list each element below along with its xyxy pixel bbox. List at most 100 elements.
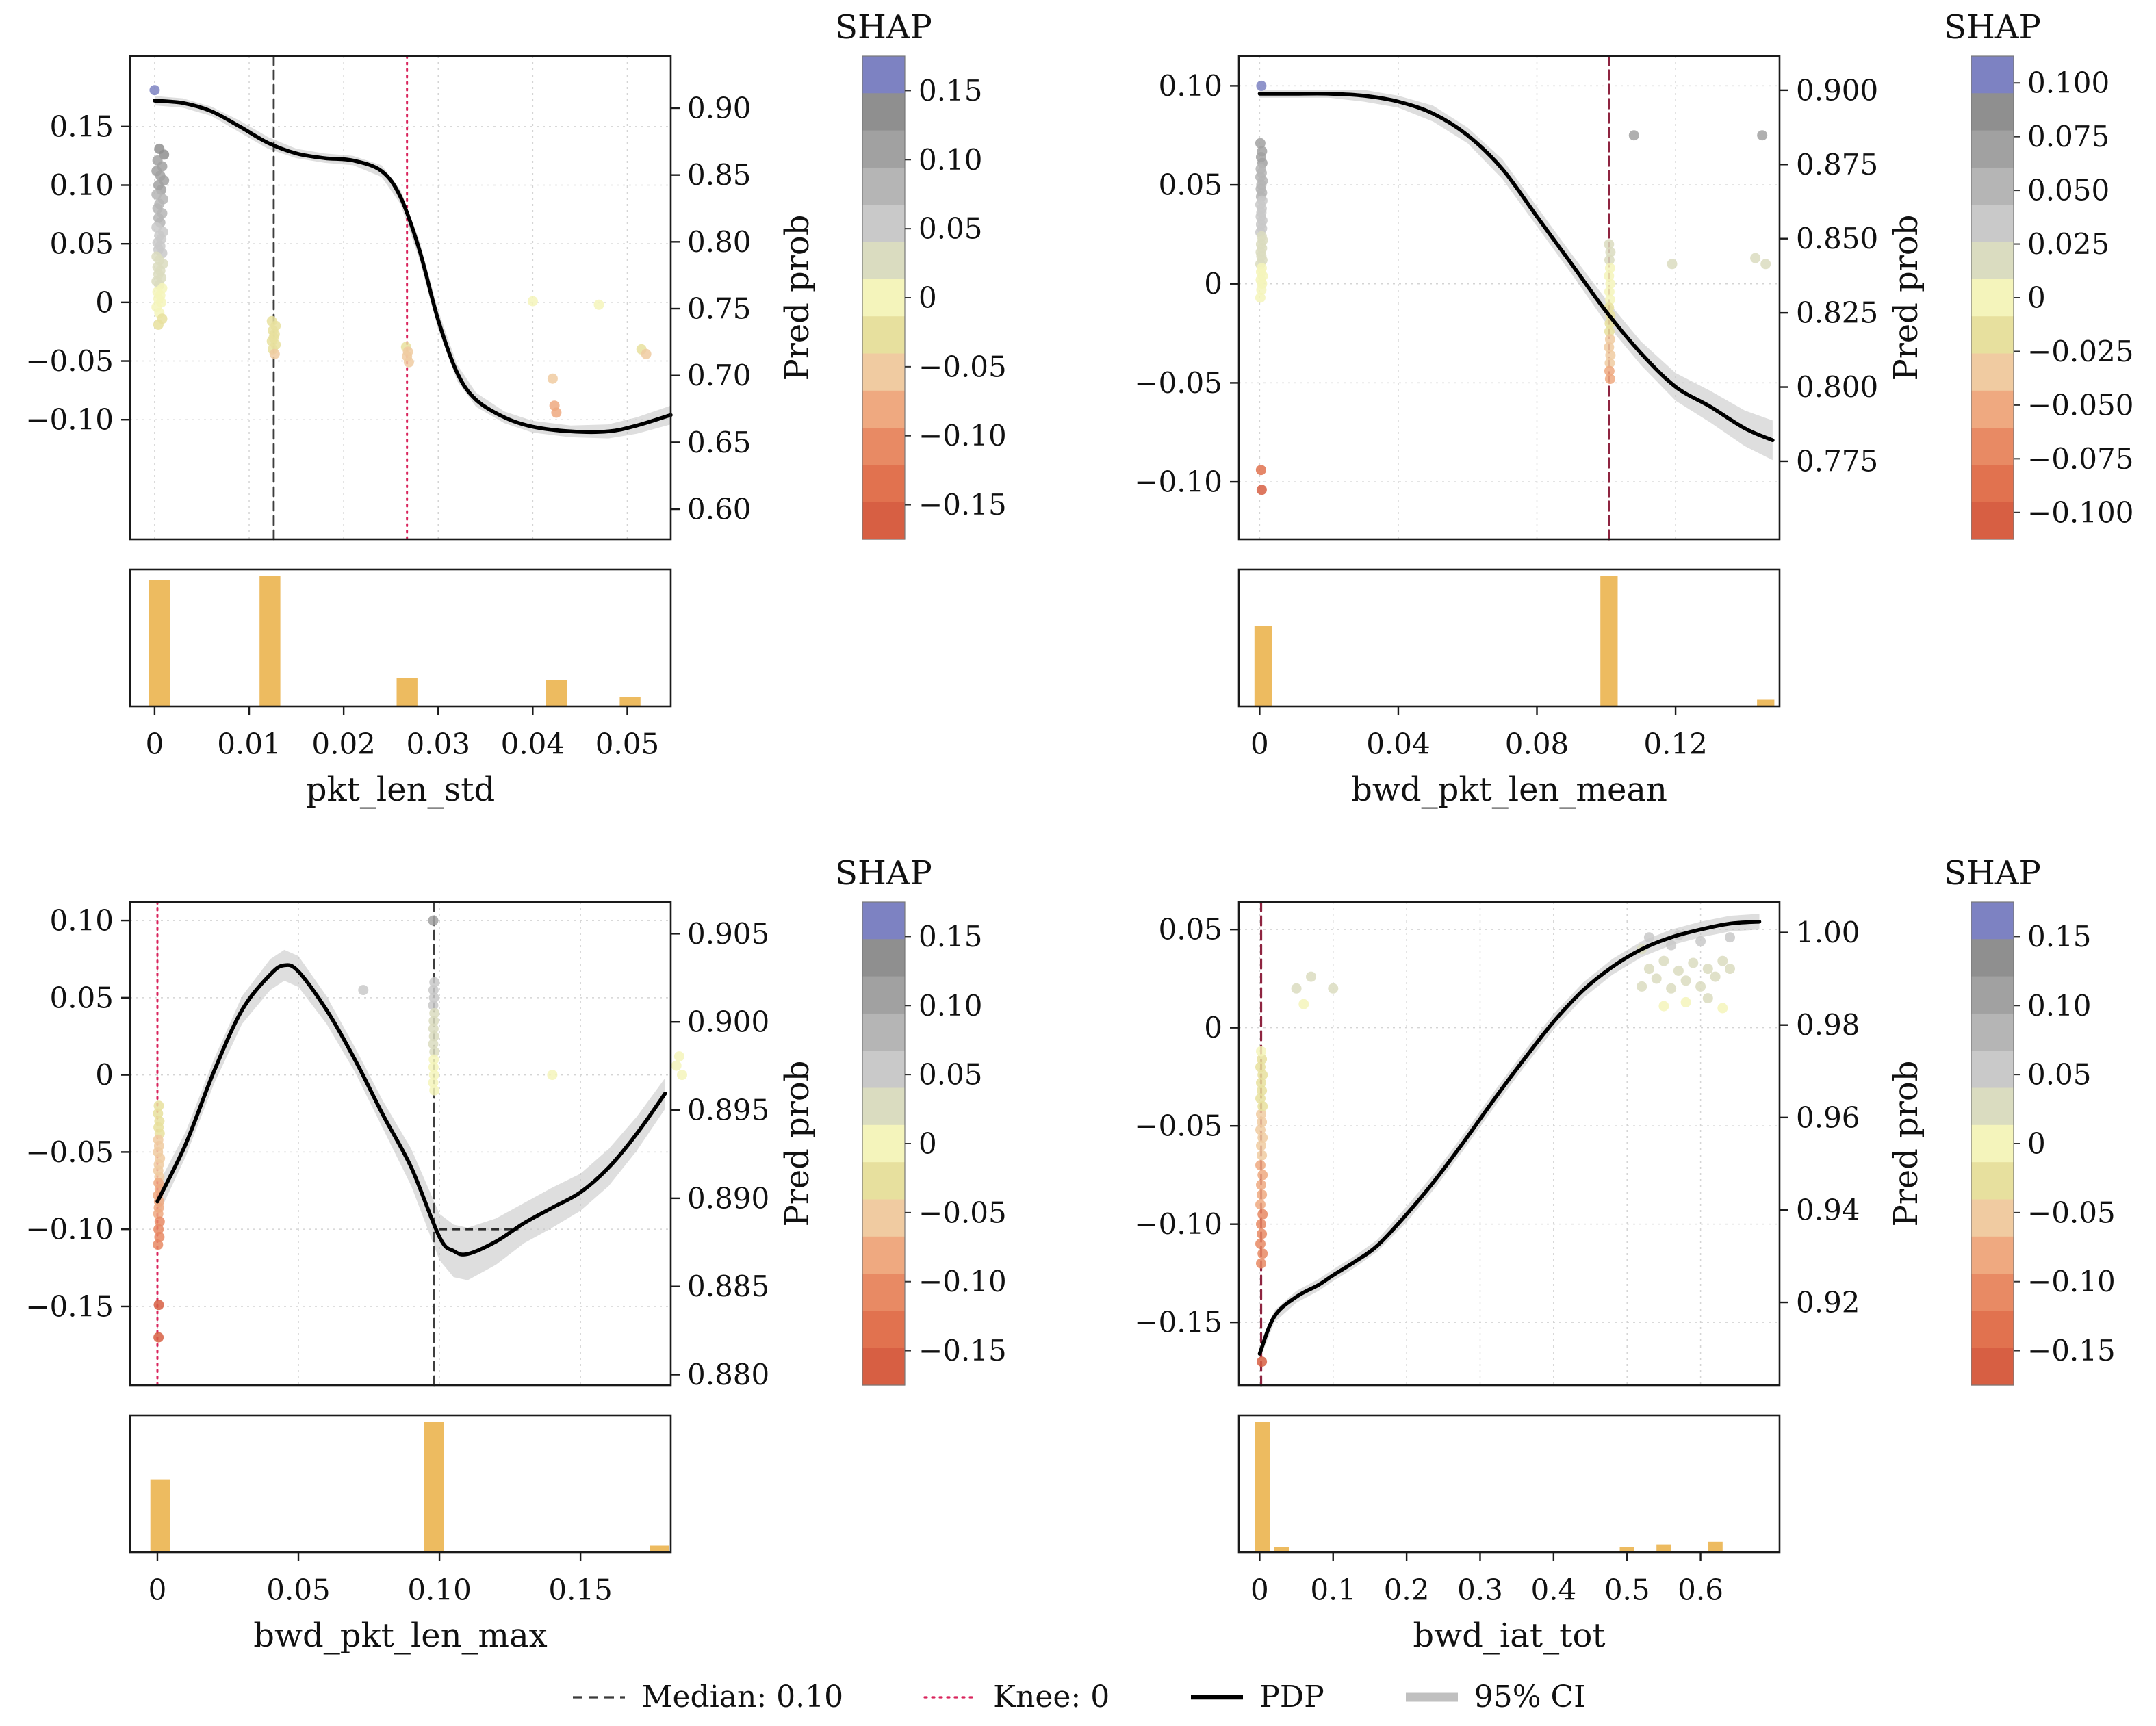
shap-tick-label: 0.15 xyxy=(49,110,114,143)
plot-frame xyxy=(1237,901,1781,1387)
shap-dot xyxy=(1604,255,1615,266)
shap-dot xyxy=(1651,973,1662,984)
colorbar-band xyxy=(1971,1124,2014,1163)
x-tick-label: 0.6 xyxy=(1678,1573,1723,1607)
shap-dot xyxy=(1688,957,1699,968)
panel-top-left: 0.15 0.10 0.05 0 −0.05 −0.10 0.90 0.85 0.80 0.75 0… xyxy=(0,5,1047,854)
shap-dot xyxy=(428,1016,439,1027)
shap-dot xyxy=(428,1023,439,1034)
colorbar-band xyxy=(1971,93,2014,131)
prob-tick-label: 0.90 xyxy=(687,91,752,125)
shap-dot xyxy=(1702,993,1713,1004)
x-tick-label: 0.05 xyxy=(266,1573,331,1607)
shap-dot xyxy=(1702,964,1713,975)
colorbar-band xyxy=(862,1051,905,1089)
shap-dot xyxy=(428,1061,439,1072)
shap-dot xyxy=(1680,975,1691,986)
prob-tick-label: 0.825 xyxy=(1796,296,1878,330)
shap-dot xyxy=(1643,964,1654,975)
colorbar-band xyxy=(862,93,905,131)
shap-dot xyxy=(1604,286,1615,297)
shap-dot xyxy=(673,1051,684,1062)
hist-bar xyxy=(619,697,641,706)
shap-dot xyxy=(641,348,652,359)
shap-dot xyxy=(547,1070,558,1081)
colorbar-band xyxy=(1971,1199,2014,1237)
colorbar-band xyxy=(862,390,905,428)
shap-dot xyxy=(428,1000,439,1011)
hist-bar xyxy=(150,1479,170,1552)
colorbar-tick-label: −0.05 xyxy=(919,350,1007,383)
panel-bottom-left: 0.10 0.05 0 −0.05 −0.10 −0.15 0.905 0.900 0.895 0… xyxy=(0,851,1047,1700)
colorbar-title: SHAP xyxy=(835,8,932,47)
colorbar-band xyxy=(1971,167,2014,205)
panel-bottom-right: 0.05 0 −0.05 −0.10 −0.15 1.00 0.98 0.96 0.94 0.92… xyxy=(1109,851,2156,1700)
colorbar-tick-label: −0.075 xyxy=(2027,442,2133,476)
colorbar-tick-label: 0.075 xyxy=(2027,120,2109,153)
colorbar-tick-label: −0.10 xyxy=(2027,1265,2116,1298)
colorbar-tick-label: 0.05 xyxy=(919,1058,983,1092)
shap-dot xyxy=(547,373,558,384)
shap-dot xyxy=(269,348,280,359)
colorbar-band xyxy=(862,1087,905,1126)
shap-dot xyxy=(1717,1003,1728,1014)
prob-tick-label: 0.60 xyxy=(687,493,752,526)
shap-dot xyxy=(1604,358,1615,368)
prob-tick-label: 0.905 xyxy=(687,917,769,951)
colorbar-band xyxy=(1971,1236,2014,1274)
hist-bar xyxy=(149,580,170,706)
prob-tick-label: 0.94 xyxy=(1796,1193,1860,1226)
x-tick-label: 0 xyxy=(1250,727,1269,761)
colorbar-tick-label: −0.10 xyxy=(919,1265,1007,1298)
colorbar-band xyxy=(1971,902,2014,940)
shap-dot xyxy=(1257,1070,1268,1081)
pdp-line-swatch xyxy=(1191,1695,1244,1699)
prob-tick-label: 0.800 xyxy=(1796,370,1878,404)
x-tick-label: 0.4 xyxy=(1530,1573,1576,1607)
shap-dot xyxy=(1257,1101,1268,1111)
ci-band-swatch xyxy=(1405,1692,1458,1701)
shap-tick-label: −0.05 xyxy=(25,344,114,378)
right-axis-title: Pred prob xyxy=(778,1061,817,1227)
legend-item-knee: Knee: 0 xyxy=(922,1679,1109,1714)
prob-tick-label: 0.92 xyxy=(1796,1286,1860,1319)
shap-dot xyxy=(1604,239,1615,250)
hist-bar xyxy=(396,678,418,706)
x-axis-title: pkt_len_std xyxy=(306,771,495,809)
shap-dot xyxy=(153,319,164,330)
prob-tick-label: 0.65 xyxy=(687,426,752,459)
prob-tick-label: 0.70 xyxy=(687,359,752,392)
chart-bwd_iat_tot: 0.05 0 −0.05 −0.10 −0.15 1.00 0.98 0.96 0.94 0.92… xyxy=(1134,854,2116,1655)
shap-dot xyxy=(428,1077,439,1088)
shap-tick-label: 0 xyxy=(1204,1011,1222,1044)
hist-bar xyxy=(1274,1547,1289,1552)
colorbar-band xyxy=(862,1236,905,1274)
colorbar-tick-label: 0.15 xyxy=(919,74,983,107)
shap-tick-label: −0.10 xyxy=(1134,1207,1222,1241)
colorbar-band xyxy=(1971,1274,2014,1311)
hist-frame xyxy=(129,1414,672,1554)
shap-dot xyxy=(593,299,604,310)
shap-dot xyxy=(1605,279,1616,289)
shap-dot xyxy=(153,1100,164,1111)
plot-frame xyxy=(1237,55,1781,541)
colorbar-band xyxy=(862,502,905,540)
shap-dot xyxy=(428,1070,439,1081)
colorbar-tick-label: 0.15 xyxy=(919,920,983,953)
x-tick-label: 0.15 xyxy=(548,1573,613,1607)
colorbar-tick-label: 0.10 xyxy=(2027,989,2092,1022)
shap-dot xyxy=(1257,1170,1268,1181)
colorbar-tick-label: −0.10 xyxy=(919,419,1007,452)
x-tick-label: 0.04 xyxy=(1366,727,1430,761)
shap-dot xyxy=(1255,1124,1266,1135)
shap-dot xyxy=(1255,138,1266,149)
shap-dot xyxy=(1257,1356,1268,1367)
colorbar-tick-label: 0 xyxy=(2027,281,2046,315)
shap-dot xyxy=(429,1007,440,1018)
prob-tick-label: 0.75 xyxy=(687,292,752,326)
shap-dot xyxy=(1257,1189,1268,1200)
x-axis-title: bwd_pkt_len_mean xyxy=(1351,771,1667,809)
colorbar-tick-label: 0 xyxy=(919,1127,937,1161)
legend-item-ci: 95% CI xyxy=(1403,1679,1586,1714)
prob-tick-label: 0.98 xyxy=(1796,1008,1860,1042)
